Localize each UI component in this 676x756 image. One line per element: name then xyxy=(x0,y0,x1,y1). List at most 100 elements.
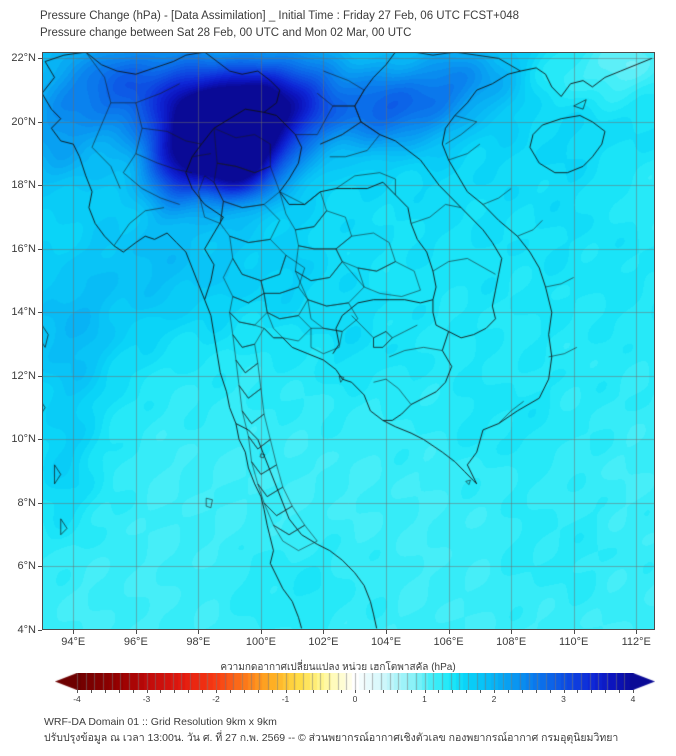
x-axis-tick-label: 104°E xyxy=(370,636,402,648)
x-axis-tick-mark xyxy=(135,630,137,634)
colorbar-tick-mark xyxy=(563,690,565,693)
colorbar-tick-mark xyxy=(132,690,134,693)
map-plot-area[interactable]: 4°N 6°N 8°N 10°N 12°N 14°N 16°N 18°N 20°N 22°N 94°… xyxy=(11,52,655,648)
colorbar-tick-mark xyxy=(299,690,301,693)
colorbar-tick-mark xyxy=(591,690,593,693)
y-axis-tick-mark xyxy=(38,121,42,123)
colorbar-tick-mark xyxy=(271,690,273,693)
colorbar-tick-mark xyxy=(216,690,217,693)
colorbar-tick-mark xyxy=(174,690,176,693)
colorbar-tick-mark xyxy=(90,690,92,693)
footer-line-1: WRF-DA Domain 01 :: Grid Resolution 9km … xyxy=(44,716,277,728)
colorbar-tick-mark xyxy=(188,690,190,693)
y-axis-tick-label: 4°N xyxy=(17,624,36,636)
colorbar-tick-mark xyxy=(146,690,148,693)
x-axis-tick-label: 96°E xyxy=(123,636,148,648)
colorbar-tick-mark xyxy=(160,690,162,693)
x-axis-tick-mark xyxy=(198,630,200,634)
y-axis-tick-label: 14°N xyxy=(11,306,36,319)
colorbar-tick-mark xyxy=(633,690,634,693)
colorbar[interactable] xyxy=(55,673,655,693)
y-axis-tick-mark xyxy=(38,502,42,504)
y-axis-tick-mark xyxy=(38,566,42,568)
colorbar-tick-mark xyxy=(104,690,106,693)
colorbar-tick-mark xyxy=(243,690,245,693)
colorbar-tick-mark xyxy=(327,690,329,693)
colorbar-tick-mark xyxy=(424,690,426,693)
colorbar-tick-label: -2 xyxy=(212,694,220,704)
y-axis-tick-label: 16°N xyxy=(11,242,36,255)
colorbar-tick-mark xyxy=(507,690,509,693)
colorbar-tick-mark xyxy=(313,690,315,693)
y-axis-tick-mark xyxy=(38,248,42,250)
y-axis-tick-label: 20°N xyxy=(11,115,36,128)
x-axis-tick-label: 98°E xyxy=(186,636,211,648)
colorbar-tick-mark xyxy=(521,690,523,693)
colorbar-tick-mark xyxy=(285,690,287,693)
colorbar-ticks: -4 -3 -2 -1 0 1 2 3 4 xyxy=(55,690,655,704)
colorbar-tick-mark xyxy=(577,690,579,693)
colorbar-tick-label: 0 xyxy=(352,694,358,704)
colorbar-label: ความกดอากาศเปลี่ยนแปลง หน่วย เฮกโตพาสคัล… xyxy=(220,662,456,673)
x-axis-tick-mark xyxy=(73,630,75,634)
y-axis-tick-mark xyxy=(38,439,42,441)
colorbar-tick-mark xyxy=(368,690,370,693)
colorbar-tick-label: 3 xyxy=(561,694,566,704)
x-axis-tick-label: 102°E xyxy=(308,636,339,648)
x-axis-tick-label: 106°E xyxy=(433,636,464,648)
colorbar-tick-label: -4 xyxy=(73,694,81,704)
colorbar-tick-mark xyxy=(229,690,231,693)
colorbar-tick-mark xyxy=(202,690,204,693)
x-axis-tick-mark xyxy=(511,630,513,634)
colorbar-tick-label: 2 xyxy=(491,694,497,704)
y-axis-tick-mark xyxy=(38,375,42,377)
colorbar-tick-mark xyxy=(396,690,398,693)
x-axis-tick-mark xyxy=(573,630,575,634)
colorbar-tick-label: 4 xyxy=(630,694,636,704)
x-axis-tick-label: 108°E xyxy=(496,636,527,648)
x-axis-tick-mark xyxy=(636,630,638,634)
y-axis-tick-mark xyxy=(38,185,42,187)
colorbar-tick-mark xyxy=(410,690,412,693)
x-axis-tick-label: 110°E xyxy=(559,636,589,648)
colorbar-tick-label: -3 xyxy=(142,694,151,704)
y-axis-tick-label: 12°N xyxy=(11,369,36,382)
x-axis-tick-label: 94°E xyxy=(61,636,86,648)
colorbar-tick-label: 1 xyxy=(422,694,427,704)
coastline-and-grid-overlay xyxy=(42,52,655,630)
x-axis-tick-label: 112°E xyxy=(621,636,651,648)
colorbar-tick-mark xyxy=(480,690,482,693)
colorbar-tick-mark xyxy=(619,690,621,693)
colorbar-gradient xyxy=(55,673,655,690)
colorbar-tick-mark xyxy=(494,690,495,693)
y-axis-tick-mark xyxy=(38,630,42,631)
chart-title-block: Pressure Change (hPa) - [Data Assimilati… xyxy=(40,8,660,42)
x-axis-tick-mark xyxy=(323,630,325,634)
colorbar-tick-mark xyxy=(605,690,607,693)
colorbar-tick-mark xyxy=(549,690,551,693)
colorbar-tick-mark xyxy=(535,690,537,693)
x-axis-tick-mark xyxy=(448,630,450,634)
y-axis-tick-label: 22°N xyxy=(11,52,36,65)
colorbar-tick-mark xyxy=(341,690,343,693)
colorbar-tick-mark xyxy=(257,690,259,693)
y-axis-tick-label: 6°N xyxy=(17,560,36,573)
footer-block: WRF-DA Domain 01 :: Grid Resolution 9km … xyxy=(44,714,664,746)
colorbar-tick-mark xyxy=(466,690,468,693)
x-axis-tick-mark xyxy=(260,630,262,634)
y-axis-tick-label: 8°N xyxy=(17,496,36,509)
colorbar-tick-mark xyxy=(382,690,384,693)
colorbar-tick-label: -1 xyxy=(281,694,290,704)
x-axis-tick-mark xyxy=(386,630,388,634)
colorbar-tick-mark xyxy=(118,690,120,693)
footer-line-2: ปรับปรุงข้อมูล ณ เวลา 13:00น. วัน ศ. ที่… xyxy=(44,732,619,744)
x-axis-tick-label: 100°E xyxy=(245,636,276,648)
y-axis-tick-mark xyxy=(38,312,42,314)
colorbar-tick-mark xyxy=(355,690,356,693)
colorbar-tick-mark xyxy=(438,690,440,693)
title-line-1: Pressure Change (hPa) - [Data Assimilati… xyxy=(40,10,520,22)
y-axis-tick-mark xyxy=(38,58,42,60)
colorbar-tick-mark xyxy=(77,690,78,693)
title-line-2: Pressure change between Sat 28 Feb, 00 U… xyxy=(40,27,412,39)
y-axis-tick-label: 10°N xyxy=(11,433,36,446)
